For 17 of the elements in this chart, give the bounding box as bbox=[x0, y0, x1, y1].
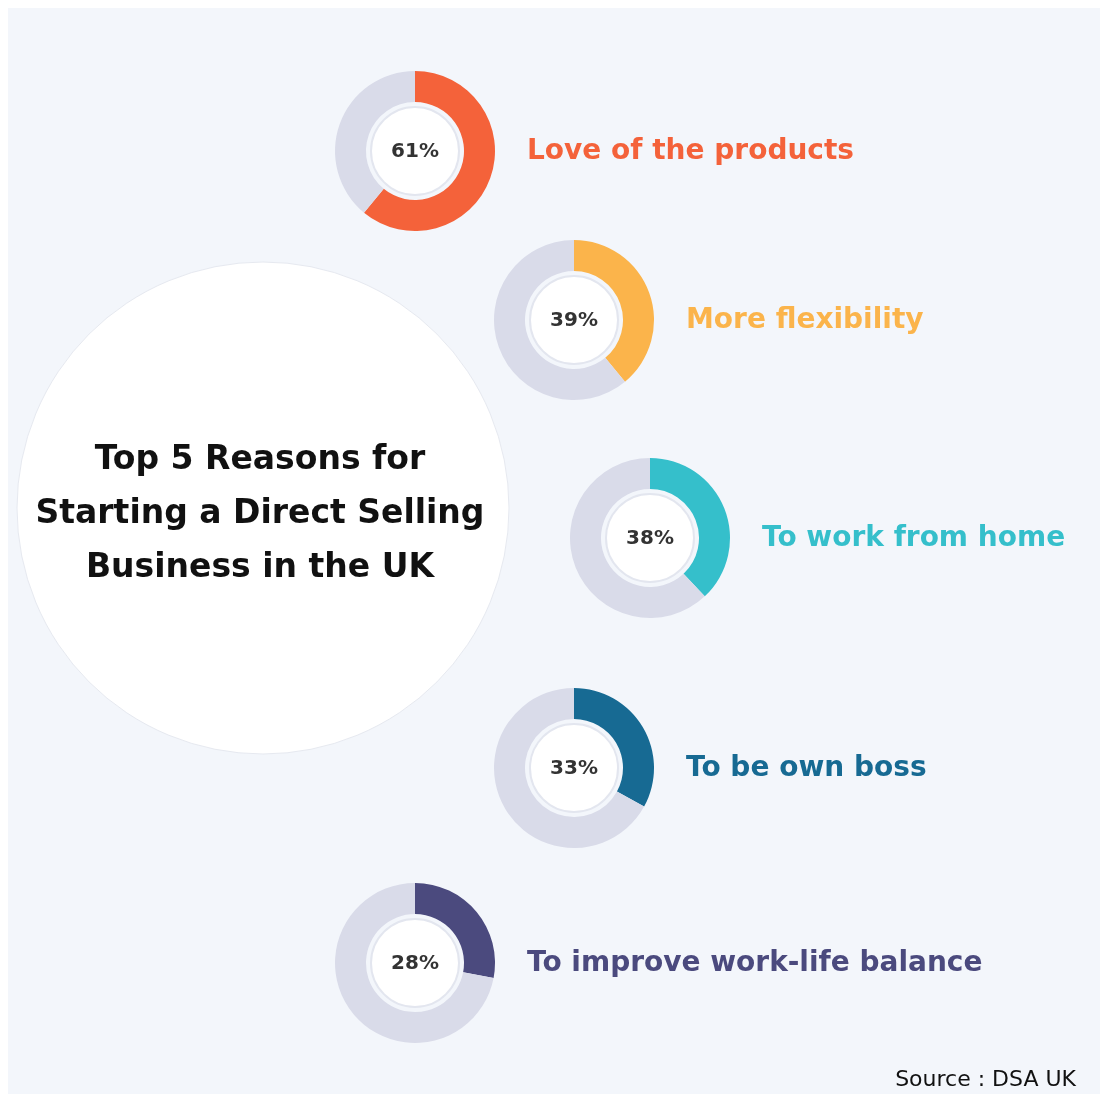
data-label: 61% bbox=[391, 137, 439, 162]
donut-slice bbox=[494, 240, 625, 400]
slice-label: To be own boss bbox=[686, 750, 927, 783]
donut-slice bbox=[335, 883, 494, 1043]
slice-label: More flexibility bbox=[686, 302, 924, 335]
text: Top 5 Reasons for Starting a Direct Selling Business in the UK bbox=[35, 437, 485, 585]
donut-slice bbox=[494, 688, 645, 848]
data-label: 33% bbox=[550, 754, 598, 779]
source-note: Source : DSA UK bbox=[895, 1066, 1077, 1091]
donut-slice bbox=[570, 458, 705, 618]
donut-slice bbox=[364, 71, 495, 231]
data-label: 38% bbox=[626, 524, 674, 549]
slice-label: To improve work-life balance bbox=[527, 945, 983, 978]
slice-label: To work from home bbox=[762, 520, 1066, 553]
data-label: 28% bbox=[391, 949, 439, 974]
slice-label: Love of the products bbox=[527, 133, 855, 166]
data-label: 39% bbox=[550, 306, 598, 331]
